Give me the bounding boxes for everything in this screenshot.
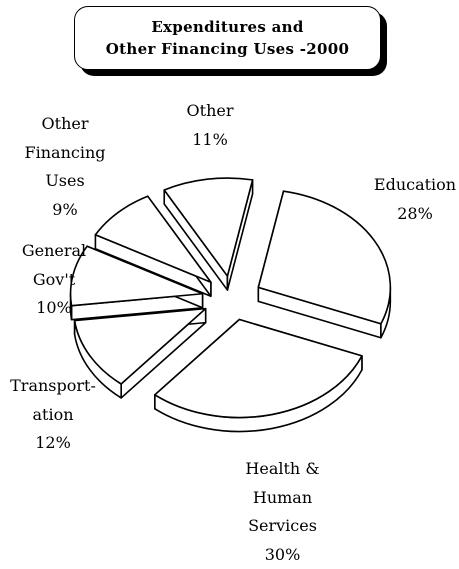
label-line: Transport- [0, 372, 106, 401]
slice-label-transportation: Transport- ation 12% [0, 372, 106, 458]
label-line: Other [165, 97, 255, 126]
label-line: Education [362, 171, 459, 200]
label-pct: 30% [230, 541, 335, 569]
label-line: Health & [230, 455, 335, 484]
label-line: General [10, 237, 98, 266]
slice-label-health-human-services: Health & Human Services 30% [230, 455, 335, 569]
label-pct: 10% [10, 294, 98, 323]
label-line: Financing [10, 139, 120, 168]
label-line: Services [230, 512, 335, 541]
label-pct: 11% [165, 126, 255, 155]
label-pct: 12% [0, 429, 106, 458]
slice-label-general-govt: General Gov't 10% [10, 237, 98, 323]
label-line: Gov't [10, 266, 98, 295]
label-line: ation [0, 401, 106, 430]
label-line: Uses [10, 167, 120, 196]
label-pct: 28% [362, 200, 459, 229]
label-pct: 9% [10, 196, 120, 225]
slice-label-other-financing-uses: Other Financing Uses 9% [10, 110, 120, 224]
slice-label-other: Other 11% [165, 97, 255, 154]
slice-label-education: Education 28% [362, 171, 459, 228]
label-line: Human [230, 484, 335, 513]
label-line: Other [10, 110, 120, 139]
